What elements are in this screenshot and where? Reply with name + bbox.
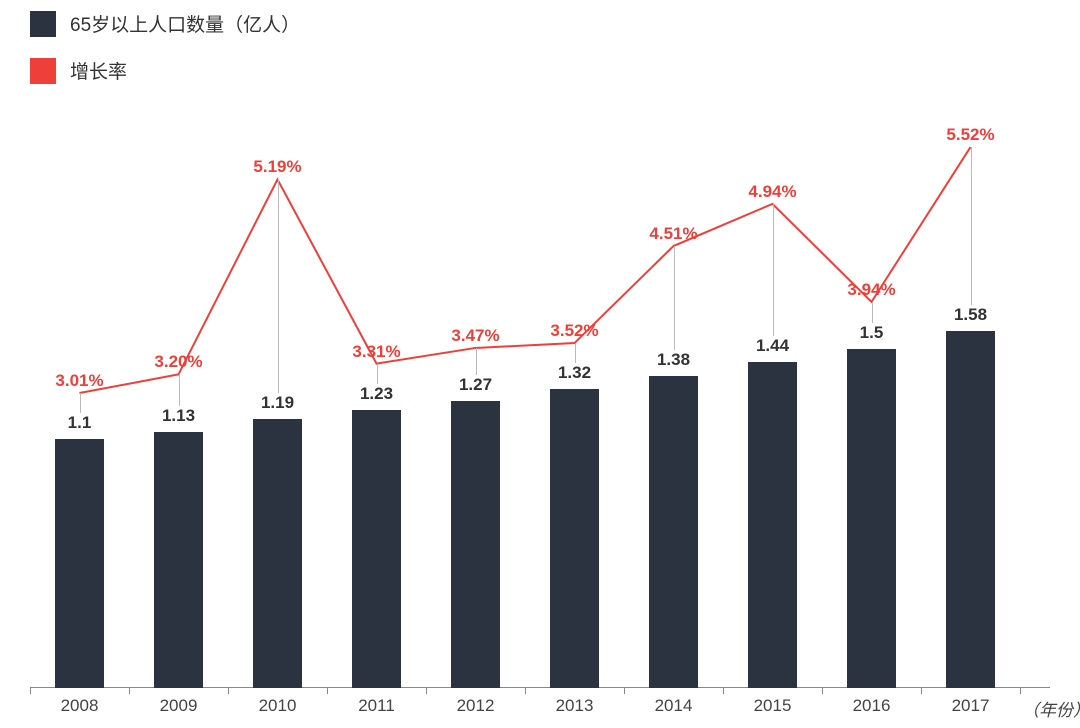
bar <box>55 439 105 688</box>
x-tick-label: 2013 <box>556 696 594 716</box>
legend-label-line: 增长率 <box>70 57 127 84</box>
x-tick <box>624 688 625 694</box>
bar <box>748 362 798 688</box>
x-tick <box>327 688 328 694</box>
x-tick <box>723 688 724 694</box>
legend-swatch-line <box>30 58 56 84</box>
x-tick <box>426 688 427 694</box>
bar-value-label: 1.13 <box>162 406 195 426</box>
guide-line <box>575 343 576 363</box>
bar-value-label: 1.32 <box>558 363 591 383</box>
bar <box>253 419 303 688</box>
guide-line <box>773 204 774 336</box>
x-tick <box>129 688 130 694</box>
line-value-label: 3.47% <box>451 326 499 346</box>
bar <box>154 432 204 688</box>
x-tick-label: 2011 <box>358 696 395 716</box>
bar-value-label: 1.23 <box>360 384 393 404</box>
x-tick <box>525 688 526 694</box>
legend-item-bar: 65岁以上人口数量（亿人） <box>30 10 300 37</box>
bar-value-label: 1.19 <box>261 393 294 413</box>
x-tick <box>921 688 922 694</box>
guide-line <box>179 374 180 406</box>
x-tick-label: 2015 <box>754 696 792 716</box>
guide-line <box>872 302 873 323</box>
x-tick-label: 2014 <box>655 696 693 716</box>
x-tick <box>1020 688 1021 694</box>
guide-line <box>674 246 675 350</box>
bar-value-label: 1.58 <box>954 305 987 325</box>
line-path <box>80 147 971 393</box>
chart-container: 65岁以上人口数量（亿人） 增长率 1.120081.1320091.19201… <box>0 0 1080 728</box>
guide-line <box>971 147 972 305</box>
line-value-label: 3.94% <box>847 280 895 300</box>
line-value-label: 4.51% <box>649 224 697 244</box>
legend: 65岁以上人口数量（亿人） 增长率 <box>30 10 300 104</box>
x-axis-label: （年份） <box>1022 696 1080 721</box>
guide-line <box>278 179 279 392</box>
bar <box>847 349 897 688</box>
line-value-label: 5.52% <box>946 125 994 145</box>
bar-value-label: 1.27 <box>459 375 492 395</box>
legend-swatch-bar <box>30 11 56 37</box>
guide-line <box>476 348 477 375</box>
bar <box>946 331 996 688</box>
x-tick-label: 2010 <box>259 696 297 716</box>
x-tick-label: 2017 <box>952 696 990 716</box>
line-value-label: 3.01% <box>55 371 103 391</box>
bar-value-label: 1.44 <box>756 336 789 356</box>
line-value-label: 3.31% <box>352 342 400 362</box>
guide-line <box>80 393 81 413</box>
x-tick-label: 2009 <box>160 696 198 716</box>
bar <box>352 410 402 688</box>
legend-label-bar: 65岁以上人口数量（亿人） <box>70 10 300 37</box>
bar-value-label: 1.38 <box>657 350 690 370</box>
bar <box>649 376 699 688</box>
x-tick-label: 2016 <box>853 696 891 716</box>
line-value-label: 3.52% <box>550 321 598 341</box>
bar <box>550 389 600 688</box>
guide-line <box>377 364 378 384</box>
line-value-label: 3.20% <box>154 352 202 372</box>
x-tick <box>228 688 229 694</box>
legend-item-line: 增长率 <box>30 57 300 84</box>
x-tick <box>822 688 823 694</box>
bar <box>451 401 501 688</box>
x-tick-label: 2012 <box>457 696 495 716</box>
plot-area: 1.120081.1320091.1920101.2320111.2720121… <box>30 100 1020 688</box>
x-tick <box>30 688 31 694</box>
bar-value-label: 1.1 <box>68 413 92 433</box>
x-tick-label: 2008 <box>61 696 99 716</box>
bar-value-label: 1.5 <box>860 323 884 343</box>
line-value-label: 4.94% <box>748 182 796 202</box>
line-value-label: 5.19% <box>253 157 301 177</box>
